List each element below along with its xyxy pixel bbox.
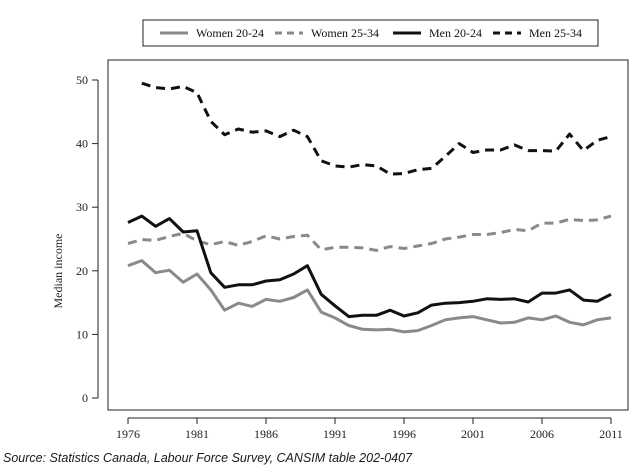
x-tick-label: 1986: [254, 427, 278, 441]
legend-label: Men 25-34: [529, 26, 582, 40]
series-line-women-25-34: [127, 214, 612, 252]
y-tick-label: 40: [76, 137, 88, 151]
legend-box: [142, 19, 599, 47]
legend: Women 20-24 Women 25-34 Men 20-24 Men 25-34: [142, 19, 599, 47]
series-lines: [127, 81, 612, 334]
legend-label: Women 25-34: [311, 26, 379, 40]
legend-label: Women 20-24: [196, 26, 264, 40]
y-tick-label: 20: [76, 264, 88, 278]
x-tick-label: 1991: [323, 427, 347, 441]
source-note: Source: Statistics Canada, Labour Force …: [3, 451, 413, 465]
x-tick-label: 1981: [185, 427, 209, 441]
series-line-men-25-34: [141, 81, 612, 176]
y-tick-label: 10: [76, 327, 88, 341]
series-line-women-20-24: [127, 259, 612, 334]
x-tick-label: 2011: [599, 427, 623, 441]
series-line-men-20-24: [127, 214, 612, 319]
x-tick-label: 1996: [392, 427, 416, 441]
y-tick-label: 0: [82, 391, 88, 405]
y-tick-label: 50: [76, 73, 88, 87]
median-income-chart: Women 20-24 Women 25-34 Men 20-24 Men 25-34…: [51, 19, 629, 441]
y-tick-label: 30: [76, 200, 88, 214]
legend-label: Men 20-24: [429, 26, 482, 40]
x-tick-label: 2001: [461, 427, 485, 441]
axes: 0 10 20 30 40 50 1976 1981 1986 1991 1996 2001 2006 2…: [76, 73, 623, 441]
y-axis-label: Median income: [51, 234, 65, 309]
plot-frame: [107, 59, 629, 411]
x-tick-label: 1976: [116, 427, 140, 441]
x-tick-label: 2006: [530, 427, 554, 441]
